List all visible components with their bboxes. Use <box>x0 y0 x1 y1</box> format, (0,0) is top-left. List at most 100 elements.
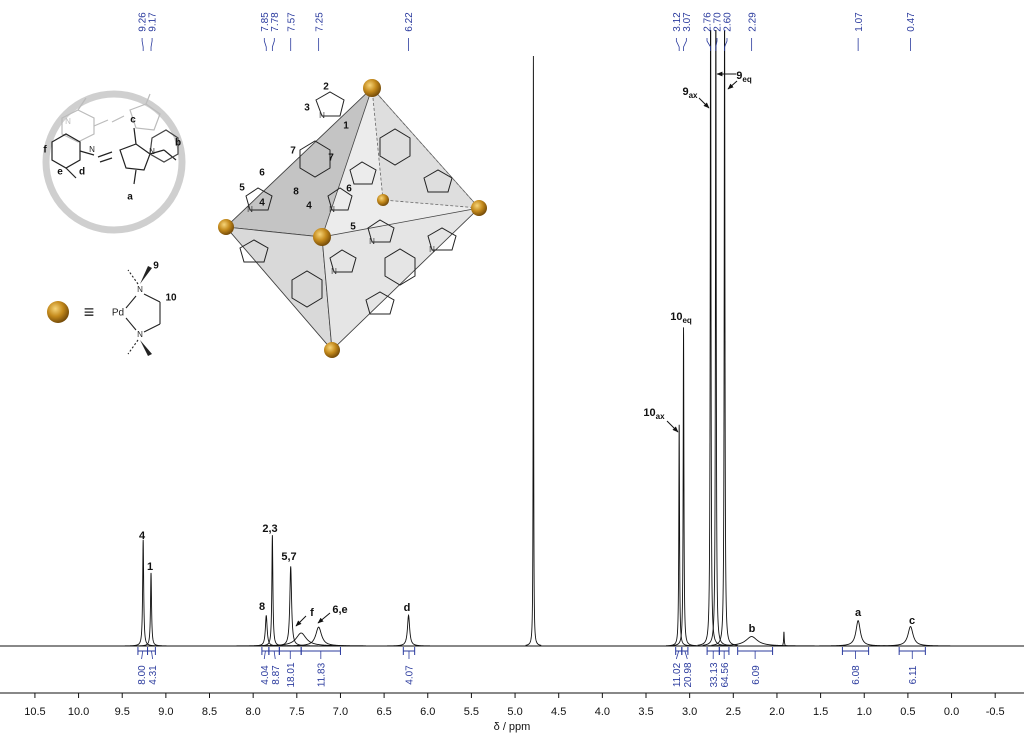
peak-annotation: 10ax <box>643 407 665 421</box>
integral-leader <box>141 650 144 660</box>
integral-label: 18.01 <box>286 662 297 687</box>
peak-label: 7.85 <box>260 12 271 32</box>
atom-label: N <box>65 117 71 126</box>
peak-label: 9.17 <box>148 12 159 32</box>
peak-label-leader <box>271 38 275 51</box>
annotation-text: 2,3 <box>262 523 277 535</box>
cage-label: 6 <box>346 184 352 195</box>
peak <box>670 327 697 647</box>
x-tick-label: 4.5 <box>551 706 566 718</box>
integral-label: 8.00 <box>137 665 148 685</box>
integral-label: 4.07 <box>405 665 416 685</box>
integral-label: 4.04 <box>260 665 271 685</box>
peak-label: 9.26 <box>138 12 149 32</box>
x-tick-label: -0.5 <box>986 706 1005 718</box>
ligand-label: c <box>130 115 136 126</box>
atom-label: N <box>329 205 335 214</box>
peak-label: 6.22 <box>404 12 415 32</box>
annotation-text: f <box>310 607 314 619</box>
integral-label: 8.87 <box>271 665 282 685</box>
annotation-text: 5,7 <box>281 551 296 563</box>
x-tick-label: 8.0 <box>246 706 261 718</box>
ligand-label: b <box>175 138 181 149</box>
peak-label-leader <box>263 38 267 51</box>
peak-annotation: 9eq <box>736 70 752 84</box>
x-tick-label: 9.0 <box>158 706 173 718</box>
integral-leader <box>263 650 266 660</box>
annotation-text: 1 <box>147 561 153 573</box>
ligand-label: e <box>57 167 63 178</box>
peak-label: 7.57 <box>286 12 297 32</box>
peak <box>666 424 693 647</box>
peak-label-leader <box>150 38 153 51</box>
cage-label: 5 <box>350 222 356 233</box>
peak <box>697 30 724 646</box>
peak-annotation: 6,e <box>332 604 347 616</box>
cage-label: 5 <box>239 183 245 194</box>
x-tick-label: 0.5 <box>900 706 915 718</box>
x-tick-label: 10.5 <box>24 706 45 718</box>
integral-leader <box>675 650 680 660</box>
x-tick-label: 8.5 <box>202 706 217 718</box>
atom-label: N <box>89 145 95 154</box>
annotation-arrow <box>317 612 331 624</box>
annotation-text: 9 <box>682 86 688 98</box>
peak-annotation: a <box>855 607 862 619</box>
peak-label: 0.47 <box>906 12 917 32</box>
annotation-text: 10 <box>643 407 655 419</box>
ligand-diagram: N N N c b f e d a <box>42 90 186 234</box>
peak-annotation: f <box>310 607 314 619</box>
annotation-text: 6,e <box>332 604 347 616</box>
integral-label: 6.08 <box>851 665 862 685</box>
integral-label: 6.09 <box>751 665 762 685</box>
peak-label: 7.78 <box>270 12 281 32</box>
metal-label: Pd <box>112 308 124 319</box>
integral-label: 11.83 <box>316 662 327 687</box>
atom-label: N <box>247 205 253 214</box>
annotation-text: a <box>855 607 862 619</box>
peak-label-leader <box>141 38 144 51</box>
peak-annotation: d <box>404 602 411 614</box>
peak-label: 3.12 <box>672 12 683 32</box>
peak-annotation: c <box>909 615 915 627</box>
legend-label: 9 <box>153 261 159 272</box>
peak-label-leader <box>706 38 712 51</box>
integral-leader <box>151 650 153 660</box>
annotation-subscript: ax <box>656 412 665 421</box>
x-tick-label: 3.5 <box>638 706 653 718</box>
annotation-subscript: eq <box>742 75 751 84</box>
cage-label: 7 <box>290 146 296 157</box>
x-axis-title: δ / ppm <box>494 721 531 733</box>
peak-label-leader <box>724 38 728 51</box>
annotation-arrow <box>727 80 738 90</box>
cage-label: 6 <box>259 168 265 179</box>
peak-label: 2.60 <box>723 12 734 32</box>
peak <box>773 631 795 647</box>
ligand-label: f <box>43 145 47 156</box>
cage-label: 7 <box>328 153 334 164</box>
integral-label: 64.56 <box>720 662 731 687</box>
x-tick-label: 4.0 <box>595 706 610 718</box>
peak-label-leader <box>715 38 718 51</box>
annotation-subscript: ax <box>689 91 698 100</box>
x-tick-label: 3.0 <box>682 706 697 718</box>
annotation-arrow <box>698 97 710 109</box>
integral-label: 33.13 <box>709 662 720 687</box>
peak-annotation: 5,7 <box>281 551 296 563</box>
x-tick-label: 1.0 <box>857 706 872 718</box>
cage-diagram: N N N N N N 2 3 1 7 7 6 5 8 4 4 6 5 <box>218 79 487 358</box>
peak-label: 3.07 <box>682 12 693 32</box>
integral-leader <box>684 650 688 660</box>
peak <box>525 55 542 646</box>
x-tick-label: 2.5 <box>726 706 741 718</box>
x-tick-label: 10.0 <box>68 706 89 718</box>
peak <box>369 613 448 647</box>
atom-label: N <box>331 267 337 276</box>
x-tick-label: 1.5 <box>813 706 828 718</box>
annotation-arrow <box>666 420 679 433</box>
x-tick-label: 2.0 <box>769 706 784 718</box>
peak-label: 2.29 <box>747 12 758 32</box>
peak-label: 2.70 <box>713 12 724 32</box>
integral-label: 20.98 <box>683 662 694 687</box>
